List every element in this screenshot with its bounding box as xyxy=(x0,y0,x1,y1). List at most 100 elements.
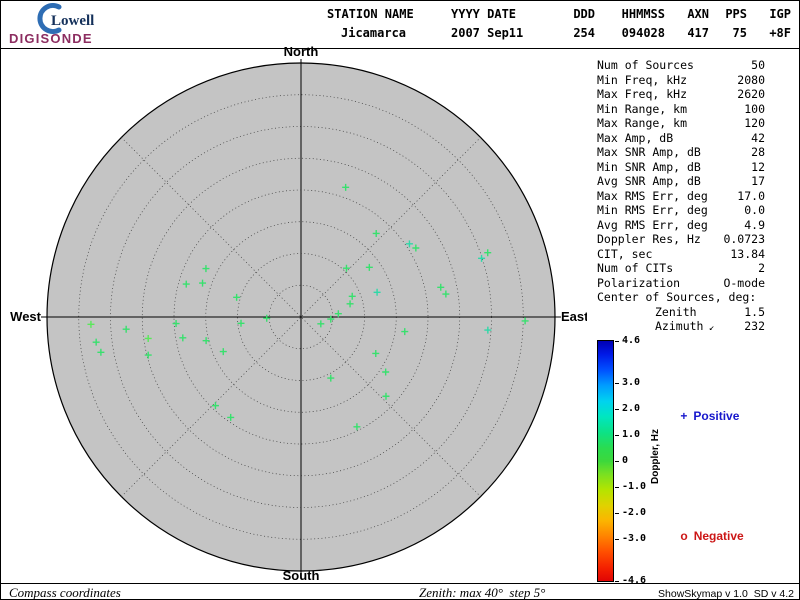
header-value-0: Jicamarca xyxy=(341,26,407,40)
legend-positive-label: Positive xyxy=(693,409,740,423)
source-point xyxy=(327,374,335,382)
source-point xyxy=(211,402,219,410)
colorbar-tick xyxy=(615,382,619,384)
param-row: Max SNR Amp, dB 28 xyxy=(597,145,765,160)
colorbar-tick-label: 3.0 xyxy=(622,376,641,388)
source-point xyxy=(401,328,409,336)
header-value-3: 094028 xyxy=(621,26,665,40)
header-label-0: STATION NAME xyxy=(327,7,414,21)
logo-brand-name: Lowell xyxy=(51,13,95,29)
source-point xyxy=(346,300,354,308)
param-value: O-mode xyxy=(723,275,765,290)
header-value-1: 2007 Sep11 xyxy=(451,26,524,40)
source-point xyxy=(334,310,342,318)
colorbar-tick-label: 0 xyxy=(622,455,629,466)
compass-label-north: North xyxy=(284,44,319,59)
param-label: Center of Sources, deg: xyxy=(597,290,757,304)
header-label-6: IGP xyxy=(769,7,791,21)
legend-negative: o Negative xyxy=(667,515,743,557)
param-value: 28 xyxy=(751,145,765,159)
header-label-5: PPS xyxy=(725,7,747,21)
param-value: 2620 xyxy=(737,87,765,101)
legend-positive: + Positive xyxy=(667,395,739,437)
header-value-5: 75 xyxy=(732,26,747,40)
param-row: Avg SNR Amp, dB 17 xyxy=(597,174,765,189)
source-point xyxy=(144,334,152,342)
param-label: Max Range, km xyxy=(597,116,688,130)
colorbar-tick xyxy=(615,487,619,489)
header-label-3: HHMMSS xyxy=(621,7,665,21)
source-point xyxy=(179,334,187,342)
colorbar-tick-label: 2.0 xyxy=(622,402,641,414)
source-point xyxy=(263,314,271,322)
header-value-6: +8F xyxy=(769,26,791,40)
source-point xyxy=(202,265,210,273)
param-value: 1.5 xyxy=(744,304,765,319)
param-label: Polarization xyxy=(597,275,681,290)
param-label: Max SNR Amp, dB xyxy=(597,145,701,159)
param-value: 12 xyxy=(751,159,765,174)
source-point xyxy=(122,325,130,333)
param-row: Doppler Res, Hz 0.0723 xyxy=(597,232,765,247)
colorbar-tick-label: -2.0 xyxy=(622,507,647,519)
param-value: 0.0723 xyxy=(723,232,765,246)
footer-version-label: ShowSkymap v 1.0 SD v 4.2 xyxy=(658,588,794,600)
colorbar-tick xyxy=(615,539,619,541)
param-row: Min Freq, kHz 2080 xyxy=(597,73,765,88)
param-row: Max Range, km 120 xyxy=(597,116,765,131)
colorbar-tick xyxy=(615,581,619,582)
plus-icon: + xyxy=(680,409,688,423)
station-header-table: STATION NAME YYYY DATE DDD HHMMSS AXN PPS IGP J… xyxy=(327,5,791,43)
param-row: Min Range, km 100 xyxy=(597,102,765,117)
param-row: Num of Sources 50 xyxy=(597,58,765,73)
source-point xyxy=(202,337,210,345)
header-divider xyxy=(1,48,799,49)
param-row: Max RMS Err, deg 17.0 xyxy=(597,189,765,204)
source-point xyxy=(182,280,190,288)
circle-icon: o xyxy=(680,529,688,543)
footer-coordinates-label: Compass coordinates xyxy=(9,585,121,600)
param-value: 0.0 xyxy=(744,203,765,217)
param-row: Avg RMS Err, deg 4.9 xyxy=(597,218,765,233)
source-point xyxy=(237,319,245,327)
colorbar-gradient xyxy=(597,340,614,582)
param-value: 50 xyxy=(751,58,765,72)
source-point xyxy=(87,320,95,328)
param-label: Max Freq, kHz xyxy=(597,87,688,101)
source-point xyxy=(348,292,356,300)
param-value: 4.9 xyxy=(744,217,765,232)
source-point xyxy=(317,320,325,328)
colorbar-tick xyxy=(615,341,619,342)
colorbar-tick-label: 1.0 xyxy=(622,428,641,440)
param-label: Max RMS Err, deg xyxy=(597,188,708,203)
source-point xyxy=(172,320,180,328)
param-value: 100 xyxy=(744,101,765,116)
source-point xyxy=(365,263,373,271)
source-point xyxy=(484,326,492,334)
param-value: 17.0 xyxy=(737,188,765,203)
source-point xyxy=(442,290,450,298)
param-row: CIT, sec 13.84 xyxy=(597,247,765,262)
param-label: Max Amp, dB xyxy=(597,130,674,145)
param-value: 2 xyxy=(758,261,765,275)
source-point xyxy=(405,240,413,248)
source-point xyxy=(382,392,390,400)
param-label: CIT, sec xyxy=(597,246,653,261)
source-point xyxy=(97,348,105,356)
param-label: Min Range, km xyxy=(597,101,688,116)
source-point xyxy=(484,249,492,257)
compass-label-south: South xyxy=(283,568,320,583)
header-label-4: AXN xyxy=(687,7,709,21)
source-point xyxy=(144,351,152,359)
source-point xyxy=(342,264,350,272)
footer-divider xyxy=(1,583,799,584)
compass-label-east: East xyxy=(561,309,587,324)
header-label-1: YYYY DATE xyxy=(451,7,517,21)
param-value: 17 xyxy=(751,174,765,188)
colorbar-tick xyxy=(615,434,619,436)
source-point xyxy=(353,423,361,431)
param-label: Min SNR Amp, dB xyxy=(597,159,701,174)
source-point xyxy=(219,348,227,356)
param-row: Min SNR Amp, dB 12 xyxy=(597,160,765,175)
source-point xyxy=(478,254,486,262)
